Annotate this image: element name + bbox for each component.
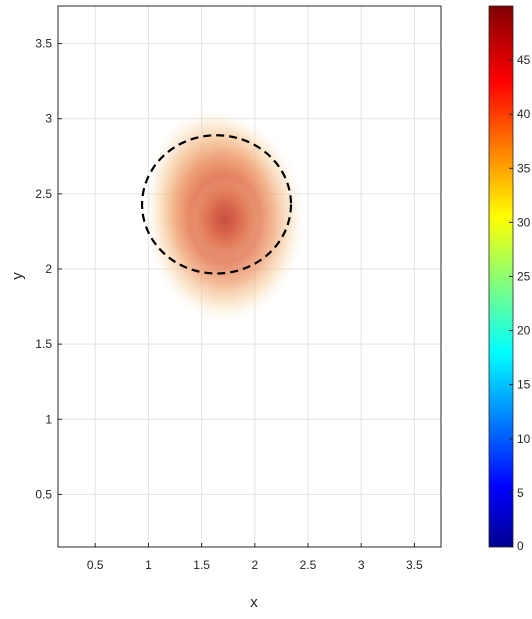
y-axis-label: y (9, 272, 26, 280)
colorbar-tick-label: 25 (517, 270, 531, 284)
x-tick-label: 3.5 (406, 558, 423, 572)
density-core (189, 175, 261, 263)
y-tick-label: 1 (45, 412, 52, 426)
y-tick-label: 1.5 (35, 337, 52, 351)
dashed-circle (140, 134, 293, 275)
colorbar-tick-label: 35 (517, 161, 531, 175)
x-tick-label: 1 (145, 558, 152, 572)
x-tick-label: 2.5 (300, 558, 317, 572)
grid-lines (58, 6, 441, 547)
colorbar-ticks: 0 5 10 15 20 25 30 35 40 45 (509, 53, 531, 553)
y-tick-label: 3 (45, 112, 52, 126)
x-tick-label: 3 (358, 558, 365, 572)
colorbar-tick-label: 45 (517, 53, 531, 67)
x-tick-label: 1.5 (193, 558, 210, 572)
y-tick-label: 3.5 (35, 37, 52, 51)
y-tick-label: 0.5 (35, 487, 52, 501)
y-axis-ticks: 0.5 1 1.5 2 2.5 3 3.5 (35, 37, 62, 501)
plot-frame (57, 5, 442, 548)
density-layer (145, 107, 305, 324)
colorbar-tick-label: 15 (517, 378, 531, 392)
colorbar-tick-label: 0 (517, 539, 524, 553)
x-axis-ticks: 0.5 1 1.5 2 2.5 3 3.5 (87, 543, 423, 572)
x-tick-label: 2 (251, 558, 258, 572)
x-axis-label: x (250, 594, 258, 611)
colorbar-tick-label: 10 (517, 432, 531, 446)
colorbar-tick-label: 5 (517, 486, 524, 500)
y-tick-label: 2 (45, 262, 52, 276)
x-tick-label: 0.5 (87, 558, 104, 572)
y-tick-label: 2.5 (35, 187, 52, 201)
colorbar-tick-label: 20 (517, 324, 531, 338)
colorbar-tick-label: 30 (517, 215, 531, 229)
colorbar-tick-label: 40 (517, 107, 531, 121)
